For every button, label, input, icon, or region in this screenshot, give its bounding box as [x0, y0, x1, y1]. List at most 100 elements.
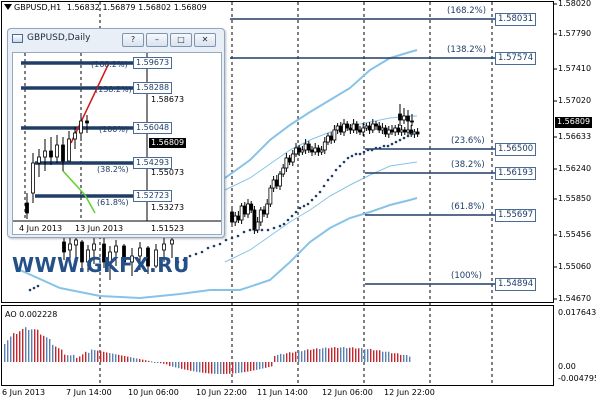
sar-dot: [290, 214, 294, 218]
price-axis-label: 1.57020: [558, 96, 592, 105]
time-axis-label: 7 Jun 14:00: [66, 388, 112, 397]
help-button[interactable]: ?: [122, 33, 144, 47]
price-bar-body: [348, 127, 353, 131]
ao-bar: [130, 357, 132, 362]
price-axis-label: 1.57410: [558, 64, 592, 73]
daily-price-bar-body: [67, 138, 71, 162]
price-bar-body: [239, 205, 244, 221]
ao-bar: [268, 362, 270, 368]
ao-bar: [55, 346, 57, 362]
price-bar-body: [354, 123, 359, 131]
price-bar-body: [281, 167, 286, 175]
price-bar-body: [262, 209, 266, 215]
ao-bar: [184, 362, 186, 370]
daily-price-axis-label: 1.51523: [151, 224, 185, 233]
daily-price-bar-body: [43, 150, 47, 158]
sar-dot: [230, 236, 234, 240]
ao-bar: [391, 353, 393, 362]
time-axis-label: 6 Jun 2013: [2, 388, 46, 397]
daily-price-bar-body: [79, 120, 83, 134]
price-bar-body: [122, 245, 126, 263]
ao-bar: [73, 354, 75, 362]
ao-bar: [160, 362, 162, 364]
ao-bar: [19, 331, 21, 362]
price-bar-body: [255, 221, 260, 231]
ao-bar: [172, 362, 174, 367]
ao-bar: [157, 362, 159, 363]
sar-dot: [382, 144, 386, 148]
daily-chart-window[interactable]: GBPUSD,Daily ? – □ ✕ (168.2%) 1.59673 (138…: [7, 28, 225, 238]
ao-bar: [88, 352, 90, 362]
daily-price-axis-label: 1.53273: [151, 203, 185, 212]
price-axis-label: 1.54670: [558, 294, 592, 303]
ao-bar: [319, 348, 321, 362]
ao-bar: [202, 362, 204, 373]
price-bar-body: [265, 203, 270, 215]
price-bar-body: [162, 243, 166, 251]
price-bar-body: [102, 243, 106, 263]
ao-bar: [136, 358, 138, 362]
ao-bar: [241, 362, 243, 373]
price-bar-body: [310, 149, 314, 153]
daily-trend-line-down: [62, 170, 86, 196]
price-bar-body: [300, 149, 305, 153]
sar-dot: [358, 152, 362, 156]
ao-bar: [205, 362, 207, 374]
sar-dot: [242, 230, 246, 234]
sar-dot: [390, 142, 394, 146]
ao-bar: [409, 356, 411, 362]
price-bar-body: [329, 135, 334, 141]
ao-bar: [190, 362, 192, 371]
ao-bar: [394, 353, 396, 362]
daily-fibonacci-percent: (138.2%): [95, 85, 132, 94]
main-chart-frame: [1, 1, 554, 303]
price-axis-label: 1.56240: [558, 164, 592, 173]
ao-bar: [103, 351, 105, 362]
price-bar-body: [313, 147, 318, 153]
daily-fibonacci-price: 1.59673: [133, 57, 173, 69]
daily-price-bar-body: [37, 156, 41, 164]
minimize-button[interactable]: –: [146, 33, 168, 47]
ao-bar: [196, 362, 198, 372]
ao-bar: [229, 362, 231, 374]
time-axis-label: 11 Jun 14:00: [257, 388, 308, 397]
ao-chart-frame: [1, 305, 554, 386]
sar-dot: [398, 138, 402, 142]
daily-fibonacci-percent: (61.8%): [97, 198, 129, 207]
session-separators: [99, 2, 493, 385]
ao-bar: [16, 333, 18, 362]
sar-dot: [206, 246, 210, 250]
price-bar-body: [92, 243, 96, 251]
ao-bar: [358, 348, 360, 362]
price-bar-body: [322, 141, 327, 151]
sar-dot: [266, 228, 270, 232]
ao-bar: [94, 350, 96, 362]
price-bar-body: [146, 247, 150, 267]
sar-dot: [224, 238, 228, 242]
close-button[interactable]: ✕: [194, 33, 216, 47]
sar-dot: [354, 152, 358, 156]
ao-bar: [238, 362, 240, 373]
daily-fibonacci-price: 1.56048: [133, 122, 173, 134]
ao-bar: [226, 362, 228, 374]
price-bar-body: [138, 247, 142, 257]
price-bar-body: [335, 125, 340, 131]
sar-dot: [272, 226, 276, 230]
sar-dot: [306, 202, 310, 206]
ao-bar: [175, 362, 177, 368]
daily-price-chart[interactable]: (168.2%) 1.59673 (138.2%) 1.58288 (100%) 1.56…: [12, 52, 222, 235]
ao-bar: [70, 355, 72, 362]
sar-dot: [260, 228, 264, 232]
ao-bar: [181, 362, 183, 369]
ao-bar: [250, 362, 252, 372]
price-bar-body: [374, 123, 378, 127]
daily-trend-line-up: [70, 64, 109, 144]
ao-bar: [112, 353, 114, 362]
sar-dot: [370, 148, 374, 152]
fibonacci-percent: (100%): [451, 271, 482, 281]
maximize-button[interactable]: □: [170, 33, 192, 47]
sar-dot: [350, 154, 354, 158]
sar-dot: [254, 228, 258, 232]
price-bar-body: [406, 115, 410, 122]
